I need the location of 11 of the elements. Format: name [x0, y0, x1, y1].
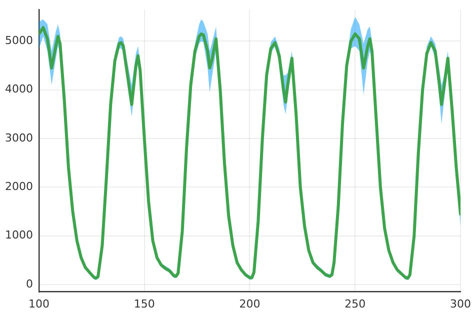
y-tick-label: 4000: [4, 82, 33, 96]
y-tick-label: 5000: [4, 34, 33, 48]
x-tick-label: 150: [134, 297, 155, 310]
x-tick-label: 100: [28, 297, 50, 310]
x-tick-label: 200: [239, 297, 260, 310]
x-tick-label: 250: [344, 297, 366, 310]
y-tick-label: 2000: [4, 180, 33, 194]
y-tick-label: 1000: [4, 228, 33, 242]
y-tick-label: 0: [26, 277, 33, 290]
x-tick-label: 300: [450, 297, 471, 310]
y-tick-label: 3000: [4, 131, 33, 144]
